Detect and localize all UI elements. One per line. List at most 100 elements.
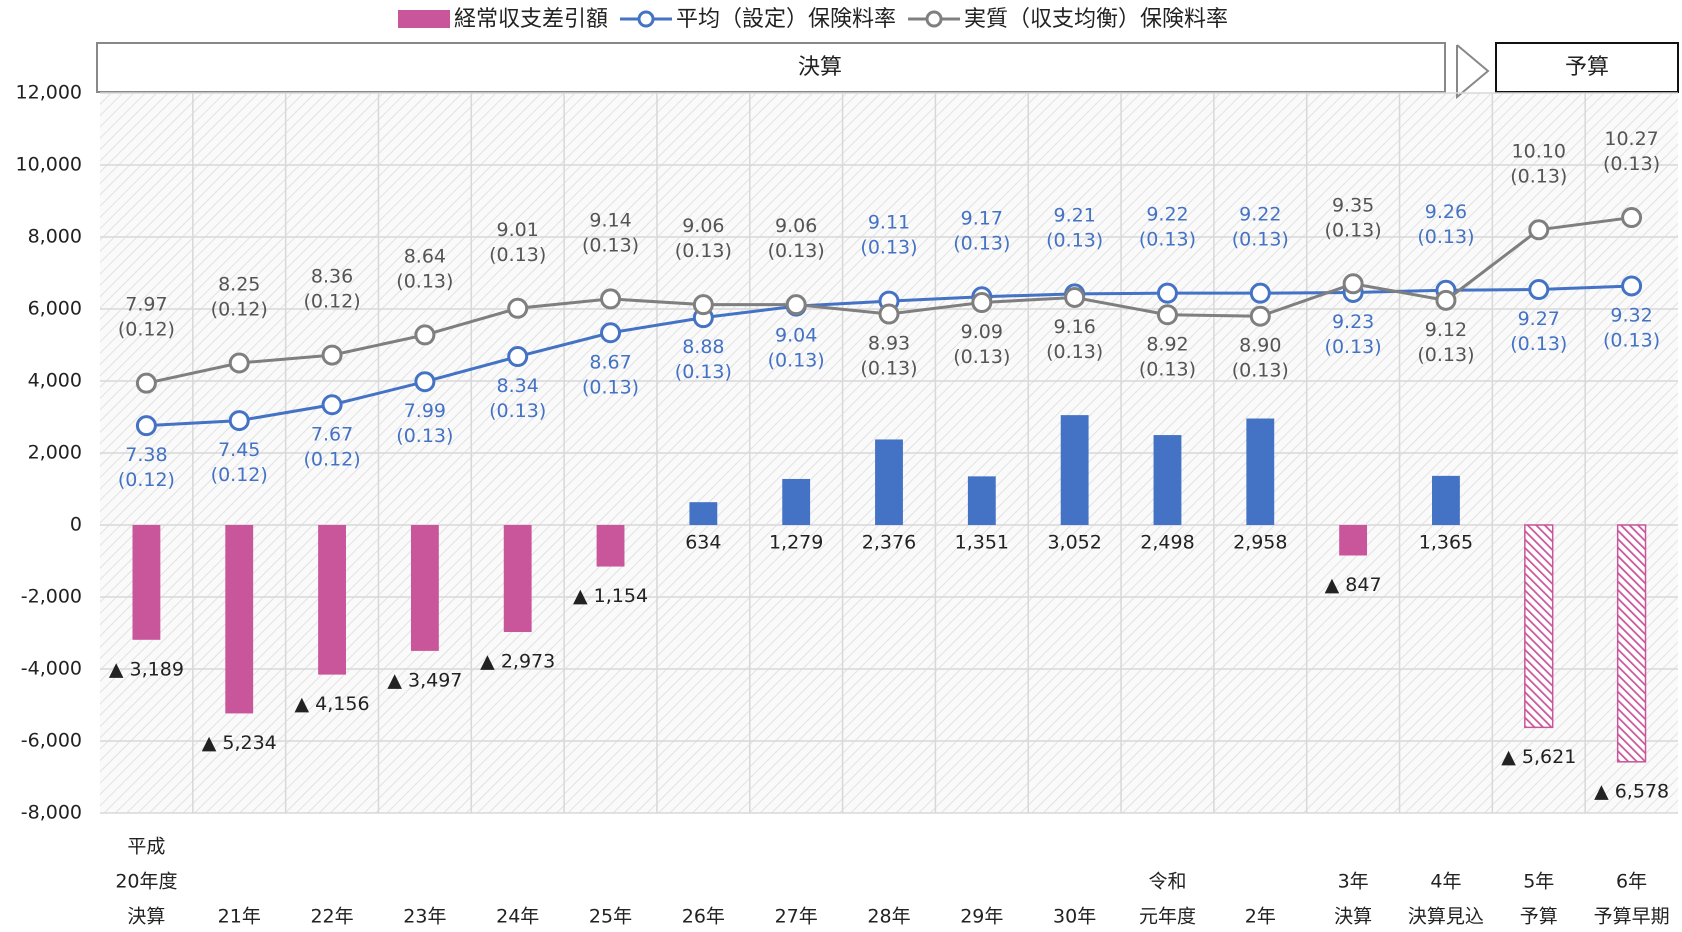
line-label: 7.99 [404,400,446,422]
point [1621,207,1643,229]
line-label: 9.06 [682,215,724,237]
data-label: 1,351 [955,532,1009,554]
bar [503,525,532,633]
line-label: 9.22 [1146,204,1188,226]
line-sub-label: (0.12) [118,319,175,341]
line-sub-label: (0.13) [1510,165,1567,187]
line-sub-label: (0.13) [860,358,917,380]
line-label: 9.21 [1053,204,1095,226]
line-sub-label: (0.13) [582,376,639,398]
line-sub-label: (0.13) [396,270,453,292]
point [692,294,714,316]
point [228,410,250,432]
y-tick-label: 10,000 [16,154,82,176]
point [971,292,993,314]
period-box [1495,42,1679,93]
y-tick-label: 8,000 [28,226,82,248]
line-label: 9.01 [497,219,539,241]
data-label: 2,376 [862,532,916,554]
period-arrow [1456,44,1490,100]
legend-swatch [398,10,450,28]
point [135,415,157,437]
y-tick-label: 6,000 [28,298,82,320]
bar [1060,415,1089,525]
x-tick-label: 決算 [127,906,165,928]
line-sub-label: (0.13) [1417,344,1474,366]
bar [1432,475,1460,525]
point [1156,282,1178,304]
line-label: 8.92 [1146,333,1188,355]
point [1064,286,1086,308]
x-tick-label: 20年度 [115,871,177,893]
point [1528,219,1550,241]
line-sub-label: (0.13) [768,240,825,262]
point [600,322,622,344]
point [1156,304,1178,326]
line-label: 9.16 [1053,316,1095,338]
bar [967,476,996,525]
data-label: 634 [685,532,721,554]
data-label: ▲ 847 [1325,574,1382,596]
data-label: ▲ 1,154 [573,585,648,607]
point [785,294,807,316]
line-label: 8.88 [682,336,724,358]
x-tick-label: 21年 [218,906,261,928]
x-tick-label: 予算 [1520,906,1558,928]
bar [410,525,439,651]
line-label: 8.67 [589,351,631,373]
line-sub-label: (0.13) [860,237,917,259]
bar [1339,525,1368,556]
line-label: 9.17 [961,207,1003,229]
line-sub-label: (0.13) [953,232,1010,254]
line-sub-label: (0.13) [675,240,732,262]
x-tick-label: 26年 [682,906,725,928]
point [1249,305,1271,327]
x-tick-label: 28年 [867,906,910,928]
x-tick-label: 決算見込 [1408,906,1484,928]
line-label: 9.12 [1425,319,1467,341]
bar [1246,418,1275,525]
bar [782,478,811,525]
line-sub-label: (0.13) [1139,358,1196,380]
line-sub-label: (0.13) [953,346,1010,368]
x-tick-label: 元年度 [1139,906,1196,928]
point [600,288,622,310]
line-label: 9.35 [1332,194,1374,216]
line-label: 9.06 [775,215,817,237]
point [321,344,343,366]
data-label: 3,052 [1047,532,1101,554]
x-tick-label: 30年 [1053,906,1096,928]
data-label: 2,498 [1140,532,1194,554]
legend-label: 実質（収支均衡）保険料率 [964,7,1228,32]
point [414,371,436,393]
y-tick-label: -2,000 [21,586,82,608]
line-label: 8.64 [404,245,446,267]
line-label: 10.10 [1512,140,1566,162]
x-tick-label: 決算 [1334,906,1372,928]
line-label: 9.11 [868,212,910,234]
line-label: 8.34 [497,375,539,397]
line-label: 9.04 [775,325,817,347]
bar [1153,435,1182,525]
point [414,324,436,346]
y-tick-label: 12,000 [16,82,82,104]
bar [1524,524,1554,729]
x-tick-label: 5年 [1523,871,1554,893]
point [1621,275,1643,297]
data-label: ▲ 3,189 [109,658,184,680]
line-label: 7.45 [218,439,260,461]
line-sub-label: (0.13) [1603,329,1660,351]
line-sub-label: (0.13) [1046,229,1103,251]
line-sub-label: (0.13) [1232,229,1289,251]
bar [132,525,161,640]
point [507,346,529,368]
y-tick-label: -6,000 [21,730,82,752]
point [1342,273,1364,295]
line-sub-label: (0.13) [1325,336,1382,358]
y-tick-label: 4,000 [28,370,82,392]
y-tick-label: -4,000 [21,658,82,680]
x-tick-label: 平成 [127,836,165,858]
line-sub-label: (0.13) [768,350,825,372]
bar [689,502,718,525]
